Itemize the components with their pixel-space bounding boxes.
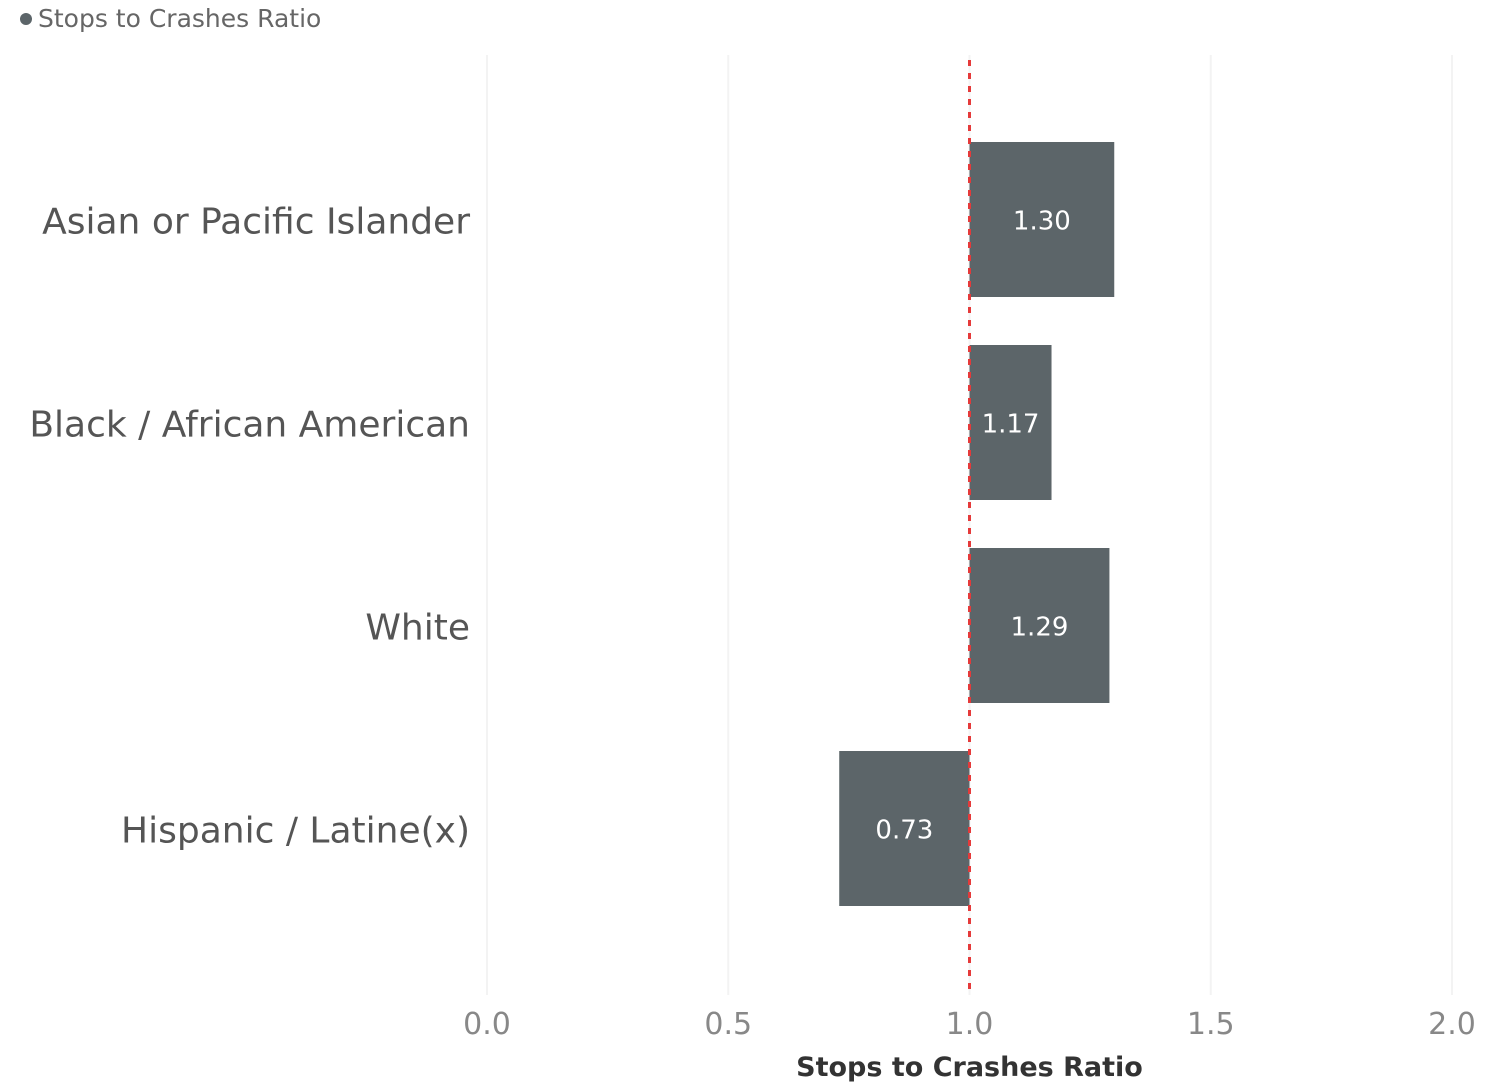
category-label: White — [365, 608, 470, 649]
x-tick-label: 1.0 — [946, 1007, 994, 1042]
legend-label: Stops to Crashes Ratio — [38, 4, 322, 33]
bar — [839, 751, 970, 906]
data-label: 1.29 — [1011, 613, 1069, 643]
x-tick-label: 1.5 — [1187, 1007, 1235, 1042]
data-label: 1.17 — [982, 410, 1040, 440]
legend: Stops to Crashes Ratio — [20, 4, 321, 33]
bar — [969, 548, 1110, 703]
data-label: 0.73 — [875, 816, 933, 846]
category-label: Hispanic / Latine(x) — [121, 811, 470, 852]
x-axis-title: Stops to Crashes Ratio — [796, 1052, 1143, 1083]
x-tick-label: 0.0 — [463, 1007, 511, 1042]
bar — [969, 142, 1115, 297]
x-tick-label: 2.0 — [1428, 1007, 1476, 1042]
category-label: Black / African American — [29, 405, 470, 446]
bar — [969, 345, 1052, 500]
legend-marker-icon — [20, 12, 32, 25]
category-label: Asian or Pacific Islander — [42, 202, 470, 243]
data-label: 1.30 — [1013, 207, 1071, 237]
x-tick-label: 0.5 — [704, 1007, 752, 1042]
